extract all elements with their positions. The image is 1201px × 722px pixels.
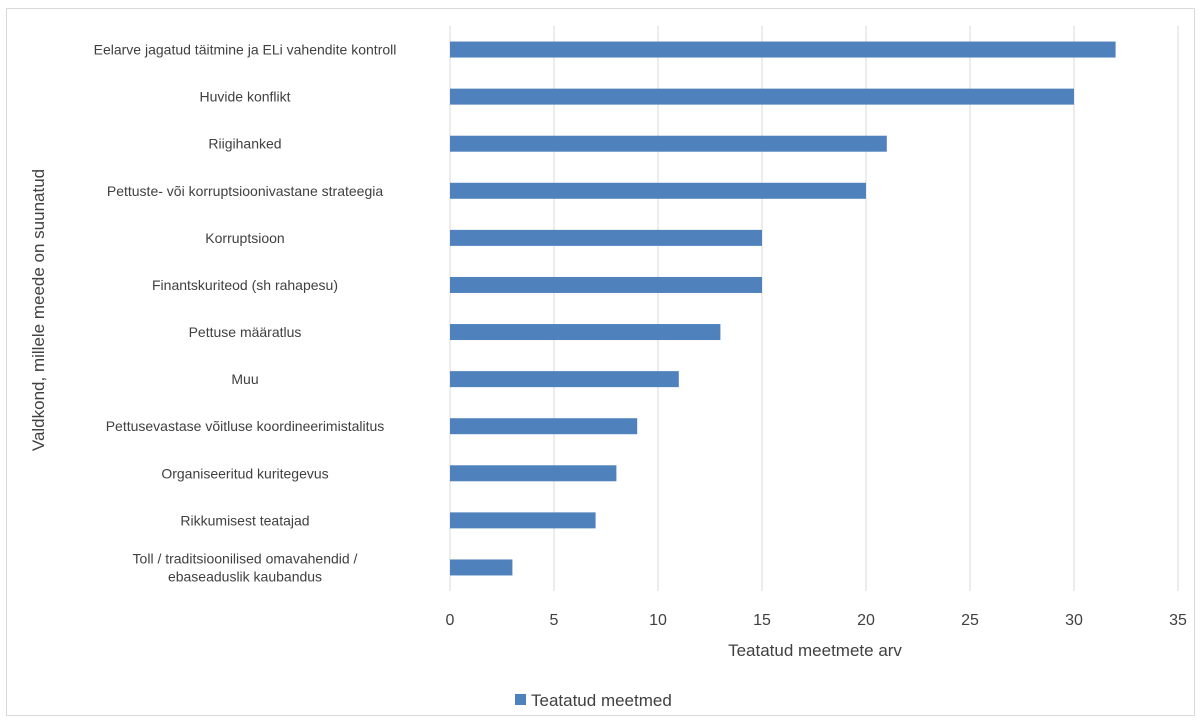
category-labels: Eelarve jagatud täitmine ja ELi vahendit… [94,42,397,585]
bar [450,135,887,152]
category-label: Riigihanked [208,136,281,152]
x-tick-label: 35 [1169,612,1187,629]
bar [450,465,617,482]
category-label: Rikkumisest teatajad [180,512,309,528]
y-axis-title: Valdkond, millele meede on suunatud [29,169,48,451]
category-label: Pettuste- või korruptsioonivastane strat… [107,183,383,199]
category-label: Finantskuriteod (sh rahapesu) [152,277,338,293]
x-tick-label: 5 [550,612,559,629]
category-label: Huvide konflikt [199,89,290,105]
chart-frame [6,8,1195,716]
bar [450,512,596,529]
bar [450,371,679,388]
gridlines [449,26,1179,591]
bar [450,324,721,341]
bar [450,229,762,246]
category-label: Muu [231,371,258,387]
legend-label: Teatatud meetmed [531,691,672,710]
category-label: Organiseeritud kuritegevus [161,465,328,481]
bar [450,559,513,576]
x-tick-labels: 0 5 10 15 20 25 30 35 [446,612,1187,629]
x-tick-label: 15 [753,612,771,629]
x-tick-label: 0 [446,612,455,629]
bar [450,41,1116,58]
bars [450,41,1116,576]
bar [450,88,1074,105]
x-axis-title: Teatatud meetmete arv [728,641,902,660]
category-label: Pettuse määratlus [189,324,302,340]
bar [450,418,638,435]
legend: Teatatud meetmed [515,691,672,710]
category-label: Toll / traditsioonilised omavahendid / eb… [133,550,358,584]
category-label: Korruptsioon [205,230,284,246]
x-tick-label: 30 [1065,612,1083,629]
category-label: Eelarve jagatud täitmine ja ELi vahendit… [94,42,397,58]
x-tick-label: 10 [649,612,667,629]
legend-swatch [515,694,526,705]
bar [450,276,762,293]
x-tick-label: 25 [961,612,979,629]
category-label: Pettusevastase võitluse koordineerimista… [106,418,385,434]
bar [450,182,866,199]
x-tick-label: 20 [857,612,875,629]
